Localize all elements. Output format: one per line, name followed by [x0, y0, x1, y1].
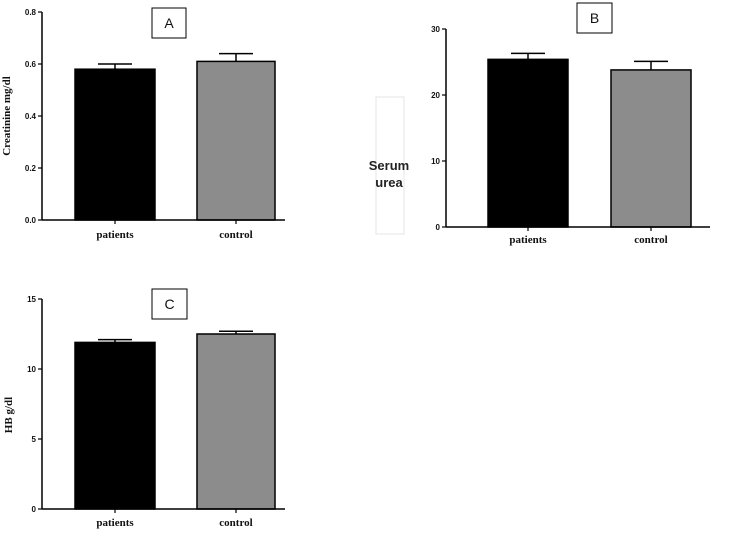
panel-label-box: [151, 288, 188, 320]
panel-label: A: [164, 15, 174, 31]
category-label-patients: patients: [96, 517, 134, 529]
y-tick-label: 10: [431, 157, 440, 166]
panel-label: B: [590, 10, 599, 26]
panel-label-box: [576, 2, 613, 34]
y-axis-title-line: urea: [375, 175, 403, 190]
bar-patients: [74, 68, 156, 221]
category-label-control: control: [219, 517, 252, 529]
y-axis-title-frame: [375, 96, 405, 235]
bar-control: [196, 60, 276, 221]
bar-patients: [487, 58, 569, 228]
y-tick-label: 0.0: [25, 216, 37, 225]
y-axis-title: Creatinine mg/dl: [1, 76, 13, 156]
y-tick-label: 5: [32, 435, 37, 444]
y-tick-label: 0: [436, 223, 441, 232]
category-label-patients: patients: [509, 234, 547, 246]
category-label-control: control: [219, 229, 252, 241]
y-tick-label: 0: [32, 505, 37, 514]
y-tick-label: 30: [431, 25, 440, 34]
y-tick-label: 0.6: [25, 60, 37, 69]
category-label-control: control: [634, 234, 667, 246]
category-label-patients: patients: [96, 229, 134, 241]
bar-control: [610, 69, 692, 228]
panel-label-box: [151, 7, 187, 39]
y-axis-title: HB g/dl: [3, 397, 15, 433]
y-tick-label: 10: [27, 365, 36, 374]
y-tick-label: 0.4: [25, 112, 37, 121]
y-axis-title-line: Serum: [369, 158, 409, 173]
bar-patients: [74, 341, 156, 510]
y-tick-label: 15: [27, 295, 36, 304]
y-tick-label: 0.2: [25, 164, 37, 173]
bar-control: [196, 333, 276, 510]
y-tick-label: 20: [431, 91, 440, 100]
panel-label: C: [164, 296, 174, 312]
y-tick-label: 0.8: [25, 8, 37, 17]
